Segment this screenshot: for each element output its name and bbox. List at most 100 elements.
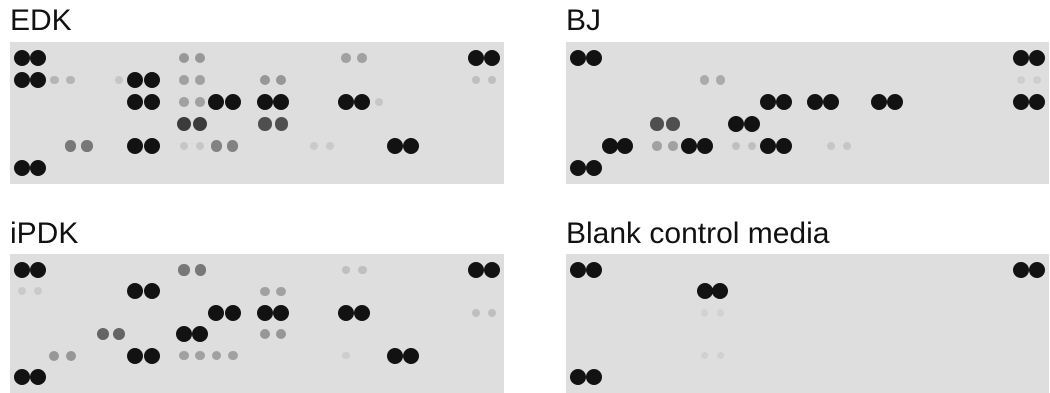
blot-spot — [180, 141, 189, 151]
blot-spot — [585, 160, 602, 176]
blot-spot — [143, 94, 160, 110]
blot-spot — [179, 75, 189, 85]
blot-spot — [585, 262, 602, 278]
blot-spot — [276, 286, 287, 297]
blot-spot — [699, 75, 710, 85]
blot-spot — [827, 141, 836, 151]
blot-spot — [276, 74, 287, 86]
blot-spot — [127, 347, 144, 364]
blot-spot — [50, 75, 59, 85]
blot-spot — [716, 351, 725, 360]
blot-spot — [386, 138, 403, 154]
blot-spot — [49, 350, 60, 361]
blot-spot — [617, 138, 634, 154]
blot-spot — [30, 160, 47, 176]
blot-spot — [193, 116, 208, 132]
blot-spot — [113, 328, 126, 341]
membrane-ipdk — [10, 254, 504, 393]
blot-spot — [712, 283, 729, 300]
blot-spot — [115, 75, 124, 85]
blot-spot — [1013, 50, 1030, 66]
blot-spot — [759, 94, 776, 110]
blot-spot — [700, 309, 709, 317]
blot-spot — [65, 350, 76, 361]
blot-spot — [467, 50, 484, 66]
blot-spot — [338, 304, 355, 321]
blot-spot — [14, 72, 30, 88]
blot-spot — [211, 350, 222, 361]
blot-spot — [1013, 262, 1030, 278]
blot-spot — [143, 283, 160, 300]
blot-spot — [210, 140, 222, 152]
blot-spot — [358, 265, 367, 275]
blot-spot — [775, 138, 792, 154]
blot-spot — [357, 53, 368, 63]
blot-spot — [14, 160, 30, 176]
blot-spot — [728, 116, 745, 132]
blot-spot — [14, 369, 30, 385]
blot-spot — [471, 75, 480, 85]
membrane-edk — [10, 42, 504, 184]
blot-spot — [374, 97, 383, 107]
blot-spot — [759, 138, 776, 154]
blot-spot — [1029, 262, 1045, 278]
blot-spot — [192, 326, 209, 343]
blot-spot — [696, 138, 713, 154]
blot-spot — [224, 94, 241, 110]
blot-spot — [402, 347, 419, 364]
blot-spot — [471, 308, 480, 317]
blot-spot — [127, 94, 144, 110]
blot-spot — [179, 97, 189, 107]
blot-spot — [64, 140, 77, 152]
blot-spot — [775, 94, 792, 110]
blot-spot — [1029, 50, 1045, 66]
blot-spot — [1017, 76, 1026, 84]
blot-spot — [341, 53, 351, 63]
blot-spot — [870, 94, 887, 110]
membrane-blank-control-media — [566, 254, 1049, 393]
blot-spot — [195, 350, 206, 361]
blot-spot — [467, 262, 484, 278]
blot-spot — [224, 304, 241, 321]
panel-title-edk: EDK — [10, 4, 72, 37]
blot-spot — [30, 72, 47, 88]
blot-spot — [257, 304, 274, 321]
blot-spot — [127, 72, 144, 88]
panel-title-bj: BJ — [566, 4, 602, 37]
blot-spot — [143, 72, 160, 88]
blot-spot — [666, 117, 680, 131]
blot-spot — [680, 138, 697, 154]
blot-spot — [273, 304, 290, 321]
blot-spot — [484, 50, 500, 66]
blot-spot — [208, 94, 225, 110]
blot-spot — [34, 287, 43, 296]
blot-spot — [195, 75, 206, 85]
blot-spot — [143, 347, 160, 364]
panel-title-ipdk: iPDK — [10, 217, 79, 250]
blot-spot — [744, 116, 761, 132]
blot-spot — [716, 309, 725, 317]
blot-spot — [276, 329, 287, 340]
blot-spot — [807, 94, 824, 110]
blot-spot — [338, 94, 355, 110]
blot-spot — [227, 350, 238, 361]
blot-spot — [1013, 94, 1030, 110]
blot-spot — [227, 140, 239, 152]
blot-spot — [585, 369, 602, 385]
blot-spot — [570, 50, 586, 66]
blot-spot — [208, 304, 225, 321]
blot-spot — [715, 75, 726, 85]
blot-spot — [484, 262, 500, 278]
blot-spot — [487, 308, 497, 317]
blot-spot — [260, 286, 270, 297]
blot-spot — [127, 138, 144, 154]
blot-spot — [325, 142, 334, 150]
blot-spot — [195, 52, 206, 64]
blot-spot — [570, 262, 586, 278]
blot-spot — [402, 138, 419, 154]
blot-spot — [342, 351, 350, 360]
blot-spot — [179, 350, 189, 361]
blot-spot — [96, 328, 110, 341]
blot-spot — [386, 347, 403, 364]
blot-spot — [668, 141, 678, 151]
